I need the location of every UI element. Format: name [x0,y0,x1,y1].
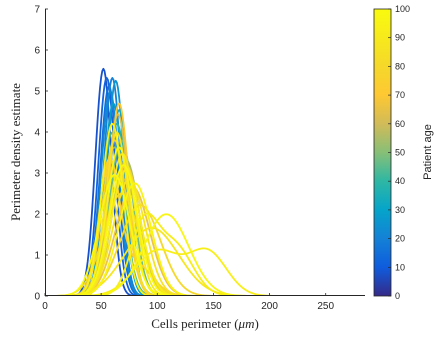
x-tick-label: 150 [205,301,222,312]
series-line [45,85,365,296]
x-tick-label: 200 [261,301,278,312]
y-tick-label: 2 [34,210,40,221]
series-line [45,77,365,296]
series-line [45,146,365,296]
y-tick-label: 4 [34,128,40,139]
series-line [45,169,365,296]
colorbar-label: Patient age [422,124,434,180]
y-tick-label: 7 [34,5,40,16]
series-line [45,139,365,296]
x-ticks: 0 50 100 150 200 250 [42,293,334,312]
series-line [45,178,365,296]
colorbar-tick-label: 10 [395,262,405,272]
colorbar-tick-label: 70 [395,90,405,100]
series-line [45,67,365,296]
colorbar-tick-label: 90 [395,33,405,43]
x-tick-label: 0 [42,301,48,312]
y-ticks: 0 1 2 3 4 5 6 7 [34,5,48,303]
colorbar-tick-label: 80 [395,61,405,71]
y-axis-label: Perimeter density estimate [8,83,23,221]
x-tick-label: 250 [317,301,334,312]
colorbar-ticks: 0 10 20 30 40 50 60 70 80 90 100 [388,4,410,301]
plot-area: 0 50 100 150 200 250 0 1 2 3 4 5 6 7 [34,5,365,312]
colorbar-tick-label: 40 [395,176,405,186]
series-line [45,131,365,296]
y-tick-label: 5 [34,87,40,98]
x-tick-label: 50 [96,301,108,312]
colorbar-tick-label: 100 [395,4,410,14]
colorbar-tick-label: 20 [395,234,405,244]
series-line [45,90,365,296]
series-line [45,164,365,296]
series-line [45,173,365,296]
colorbar-tick-label: 0 [395,291,400,301]
colorbar-tick-label: 50 [395,148,405,158]
y-tick-label: 1 [34,251,40,262]
x-axis-label: Cells perimeter (μm) [151,316,259,331]
y-tick-label: 0 [34,292,40,303]
y-tick-label: 3 [34,169,40,180]
colorbar: 0 10 20 30 40 50 60 70 80 90 100 Patient age [373,4,434,301]
series-line [45,122,365,296]
colorbar-tick-label: 30 [395,205,405,215]
x-tick-label: 100 [149,301,166,312]
y-tick-label: 6 [34,46,40,57]
colorbar-tick-label: 60 [395,119,405,129]
